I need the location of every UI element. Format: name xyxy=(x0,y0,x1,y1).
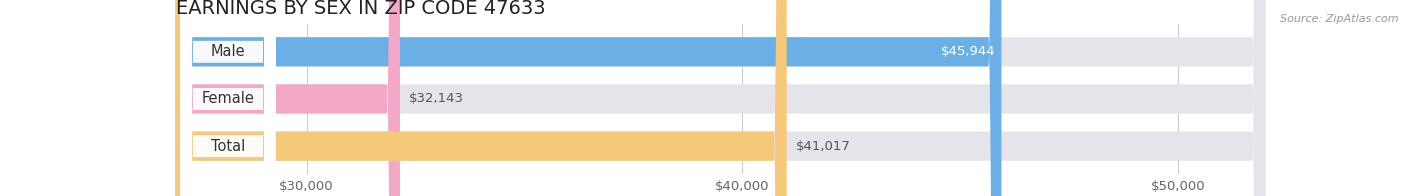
FancyBboxPatch shape xyxy=(180,0,276,196)
FancyBboxPatch shape xyxy=(176,0,399,196)
Text: Source: ZipAtlas.com: Source: ZipAtlas.com xyxy=(1281,14,1399,24)
Text: $41,017: $41,017 xyxy=(796,140,851,153)
FancyBboxPatch shape xyxy=(180,0,276,196)
FancyBboxPatch shape xyxy=(176,0,787,196)
FancyBboxPatch shape xyxy=(176,0,1265,196)
FancyBboxPatch shape xyxy=(176,0,1001,196)
Text: EARNINGS BY SEX IN ZIP CODE 47633: EARNINGS BY SEX IN ZIP CODE 47633 xyxy=(176,0,546,18)
Text: $45,944: $45,944 xyxy=(942,45,995,58)
Text: Total: Total xyxy=(211,139,245,154)
FancyBboxPatch shape xyxy=(176,0,1265,196)
FancyBboxPatch shape xyxy=(176,0,1265,196)
Text: $32,143: $32,143 xyxy=(409,93,464,105)
FancyBboxPatch shape xyxy=(180,0,276,196)
Text: Female: Female xyxy=(201,92,254,106)
Text: Male: Male xyxy=(211,44,246,59)
